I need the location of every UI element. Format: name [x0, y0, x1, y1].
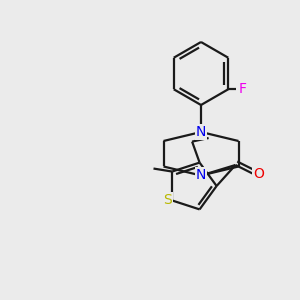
Text: O: O [254, 167, 264, 181]
Text: F: F [238, 82, 246, 96]
Text: S: S [163, 194, 172, 208]
Text: N: N [196, 169, 206, 182]
Text: N: N [196, 125, 206, 139]
